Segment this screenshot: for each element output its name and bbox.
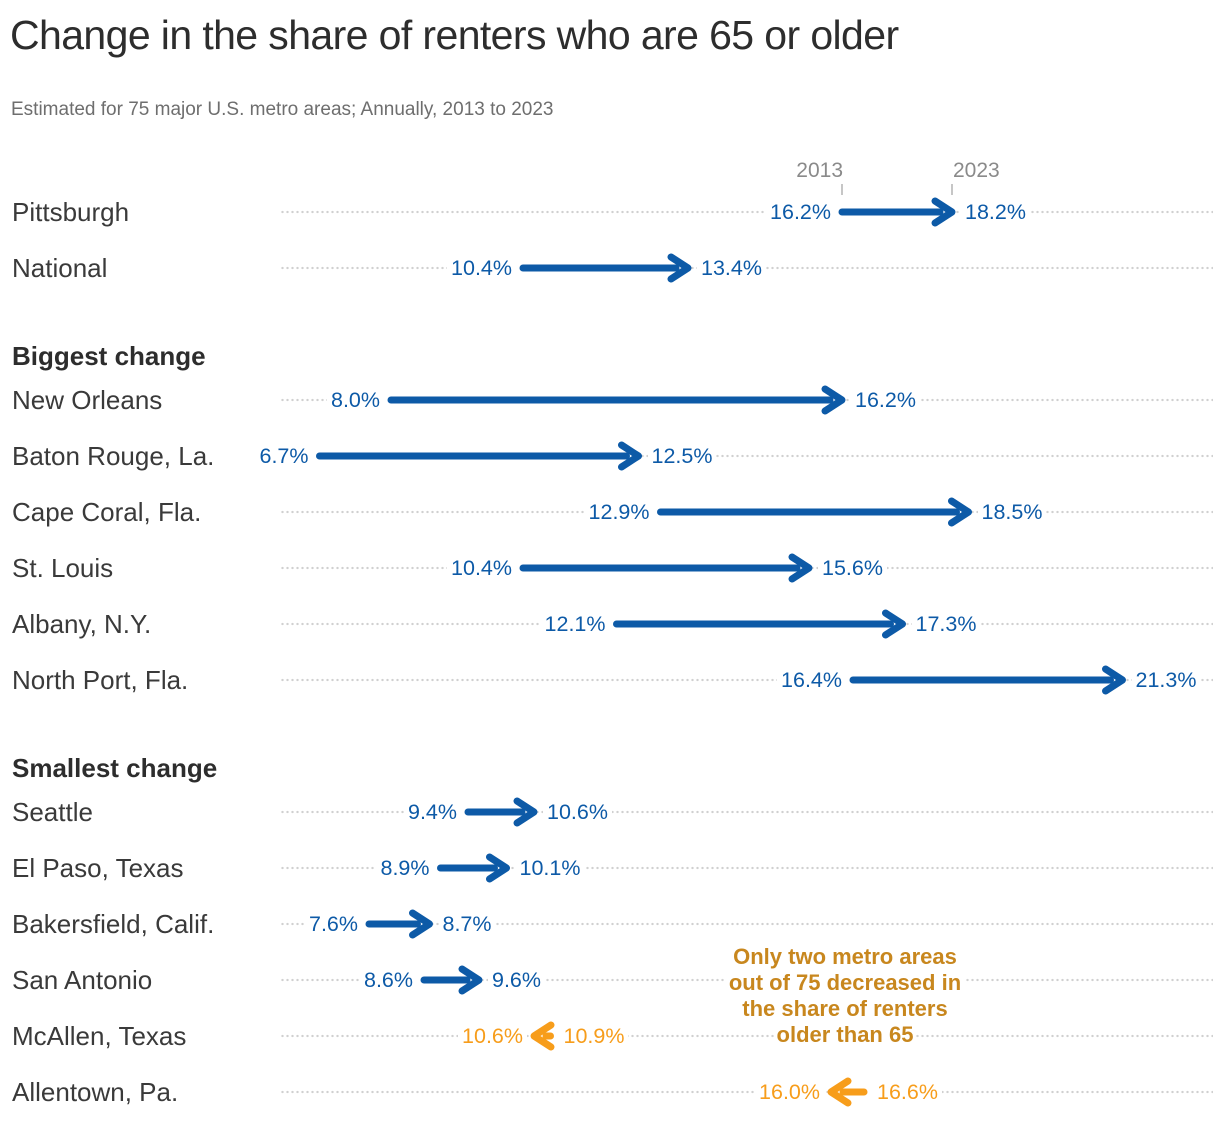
- value-start: 6.7%: [255, 441, 313, 471]
- value-start: 9.4%: [403, 797, 461, 827]
- leader-dots: [280, 866, 1213, 870]
- leader-dots: [280, 210, 1213, 214]
- row-label: Allentown, Pa.: [12, 1077, 179, 1107]
- value-end: 17.3%: [911, 609, 981, 639]
- annotation-line: Only two metro areas: [698, 944, 992, 970]
- axis-tick-2023: [951, 184, 953, 195]
- value-end: 10.6%: [543, 797, 612, 827]
- value-start: 12.1%: [540, 609, 610, 639]
- leader-dots: [280, 622, 1213, 626]
- value-end: 15.6%: [818, 553, 887, 583]
- chart-title: Change in the share of renters who are 6…: [10, 12, 899, 58]
- row-label: Pittsburgh: [12, 197, 130, 227]
- value-start: 7.6%: [304, 909, 362, 939]
- value-end: 21.3%: [1131, 665, 1201, 695]
- value-end: 9.6%: [488, 965, 546, 995]
- row-label: Bakersfield, Calif.: [12, 909, 215, 939]
- value-end: 12.5%: [647, 441, 717, 471]
- value-start: 12.9%: [584, 497, 654, 527]
- row-label: El Paso, Texas: [12, 853, 184, 883]
- row-label: North Port, Fla.: [12, 665, 189, 695]
- value-start: 8.9%: [376, 853, 434, 883]
- row-label: Seattle: [12, 797, 93, 827]
- annotation-line: older than 65: [698, 1022, 992, 1048]
- chart-subtitle: Estimated for 75 major U.S. metro areas;…: [11, 99, 554, 120]
- value-end: 13.4%: [697, 253, 766, 283]
- value-start: 10.4%: [447, 253, 516, 283]
- leader-dots: [280, 922, 1213, 926]
- row-label: New Orleans: [12, 385, 163, 415]
- value-end: 10.6%: [458, 1021, 527, 1051]
- value-end: 8.7%: [438, 909, 496, 939]
- value-start: 16.6%: [873, 1077, 942, 1107]
- value-end: 16.0%: [755, 1077, 824, 1107]
- leader-dots: [280, 398, 1213, 402]
- value-start: 10.9%: [559, 1021, 629, 1051]
- value-end: 16.2%: [851, 385, 920, 415]
- value-start: 10.4%: [447, 553, 516, 583]
- row-label: Baton Rouge, La.: [12, 441, 215, 471]
- value-end: 18.5%: [977, 497, 1047, 527]
- row-label: St. Louis: [12, 553, 114, 583]
- year-label-2023: 2023: [953, 159, 1000, 182]
- value-start: 8.6%: [359, 965, 417, 995]
- value-start: 16.2%: [766, 197, 835, 227]
- leader-dots: [280, 678, 1213, 682]
- row-label: Albany, N.Y.: [12, 609, 152, 639]
- leader-dots: [280, 1090, 1213, 1094]
- row-label: San Antonio: [12, 965, 153, 995]
- row-label: McAllen, Texas: [12, 1021, 187, 1051]
- leader-dots: [280, 1034, 1213, 1038]
- section-header: Biggest change: [12, 341, 206, 371]
- section-header: Smallest change: [12, 753, 218, 783]
- axis-tick-2013: [841, 184, 843, 195]
- annotation-note: Only two metro areas out of 75 decreased …: [698, 944, 992, 1048]
- value-start: 8.0%: [326, 385, 384, 415]
- row-label: National: [12, 253, 108, 283]
- annotation-line: the share of renters: [698, 996, 992, 1022]
- leader-dots: [280, 510, 1213, 514]
- leader-dots: [280, 454, 1213, 458]
- year-label-2013: 2013: [796, 159, 843, 182]
- annotation-line: out of 75 decreased in: [698, 970, 992, 996]
- value-end: 10.1%: [515, 853, 585, 883]
- value-start: 16.4%: [777, 665, 846, 695]
- leader-dots: [280, 566, 1213, 570]
- leader-dots: [280, 810, 1213, 814]
- value-end: 18.2%: [961, 197, 1030, 227]
- row-label: Cape Coral, Fla.: [12, 497, 202, 527]
